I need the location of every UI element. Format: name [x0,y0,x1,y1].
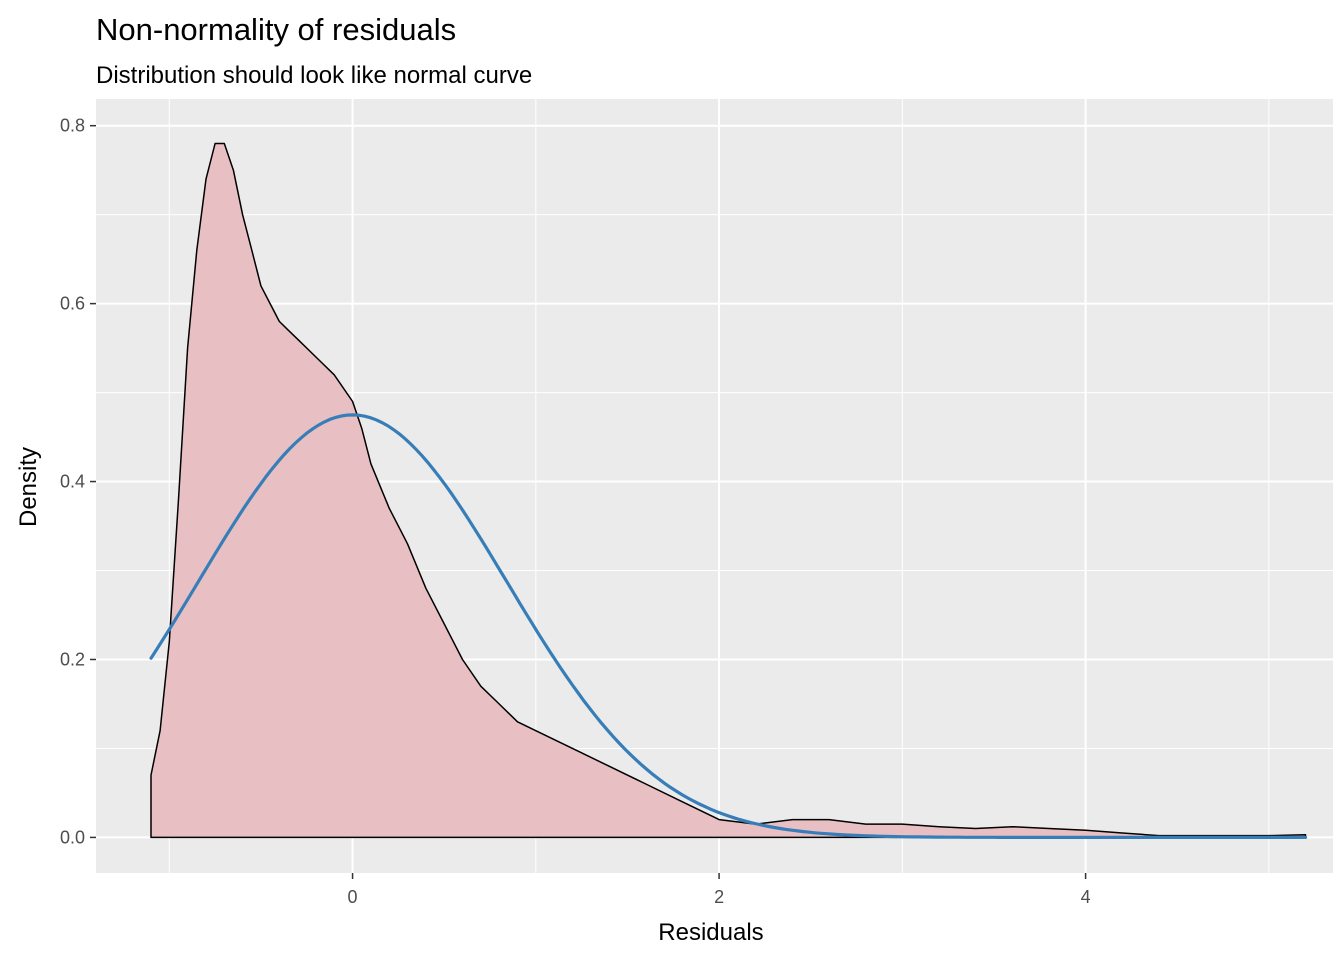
y-axis-title: Density [15,447,42,527]
x-tick-label: 4 [1081,887,1091,907]
grid-minor [96,99,1333,873]
y-tick-label: 0.2 [60,649,85,669]
chart-title: Non-normality of residuals [96,12,456,47]
x-axis-title: Residuals [658,919,763,946]
y-axis: 0.0 0.2 0.4 0.6 0.8 [60,116,96,847]
y-tick-label: 0.4 [60,472,85,492]
x-axis: 0 2 4 [348,873,1091,907]
y-tick-label: 0.8 [60,116,85,136]
x-tick-label: 0 [348,887,358,907]
y-tick-label: 0.0 [60,827,85,847]
chart-subtitle: Distribution should look like normal cur… [96,62,532,89]
y-tick-label: 0.6 [60,294,85,314]
x-tick-label: 2 [714,887,724,907]
series-layer [149,142,1308,839]
density-area [150,142,1307,839]
normal-curve [149,413,1308,839]
